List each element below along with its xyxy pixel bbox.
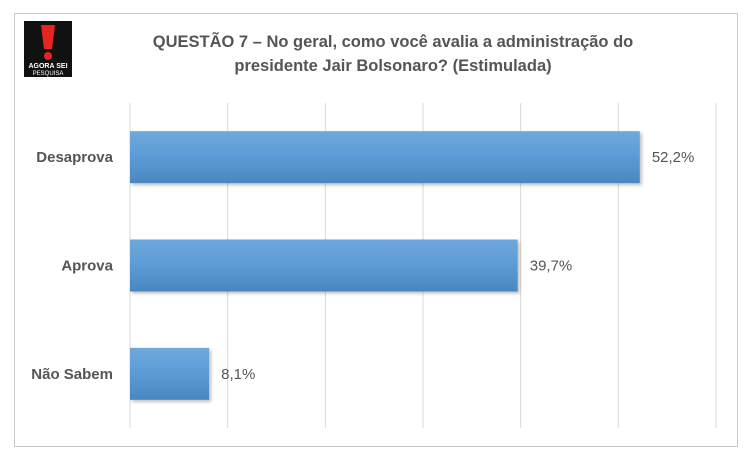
category-label: Não Sabem xyxy=(31,366,113,383)
chart-title-line-1: QUESTÃO 7 – No geral, como você avalia a… xyxy=(152,33,634,51)
logo-text-bottom: PESQUISA xyxy=(33,71,64,77)
category-label: Aprova xyxy=(61,258,113,275)
bar xyxy=(130,239,518,292)
chart-title: QUESTÃO 7 – No geral, como você avalia a… xyxy=(88,30,698,78)
bars xyxy=(130,131,640,400)
value-label: 52,2% xyxy=(652,149,695,166)
labels: Desaprova 52,2% Aprova 39,7% Não Sabem 8,1% xyxy=(31,149,694,383)
category-label: Desaprova xyxy=(36,149,113,166)
bar xyxy=(130,347,210,400)
value-label: 39,7% xyxy=(530,258,573,275)
chart-title-line-2: presidente Jair Bolsonaro? (Estimulada) xyxy=(234,57,552,75)
bar xyxy=(130,131,640,184)
agorasei-logo: AGORA SEI PESQUISA xyxy=(24,21,72,77)
value-label: 8,1% xyxy=(221,366,255,383)
logo-text-top: AGORA SEI xyxy=(28,63,67,70)
